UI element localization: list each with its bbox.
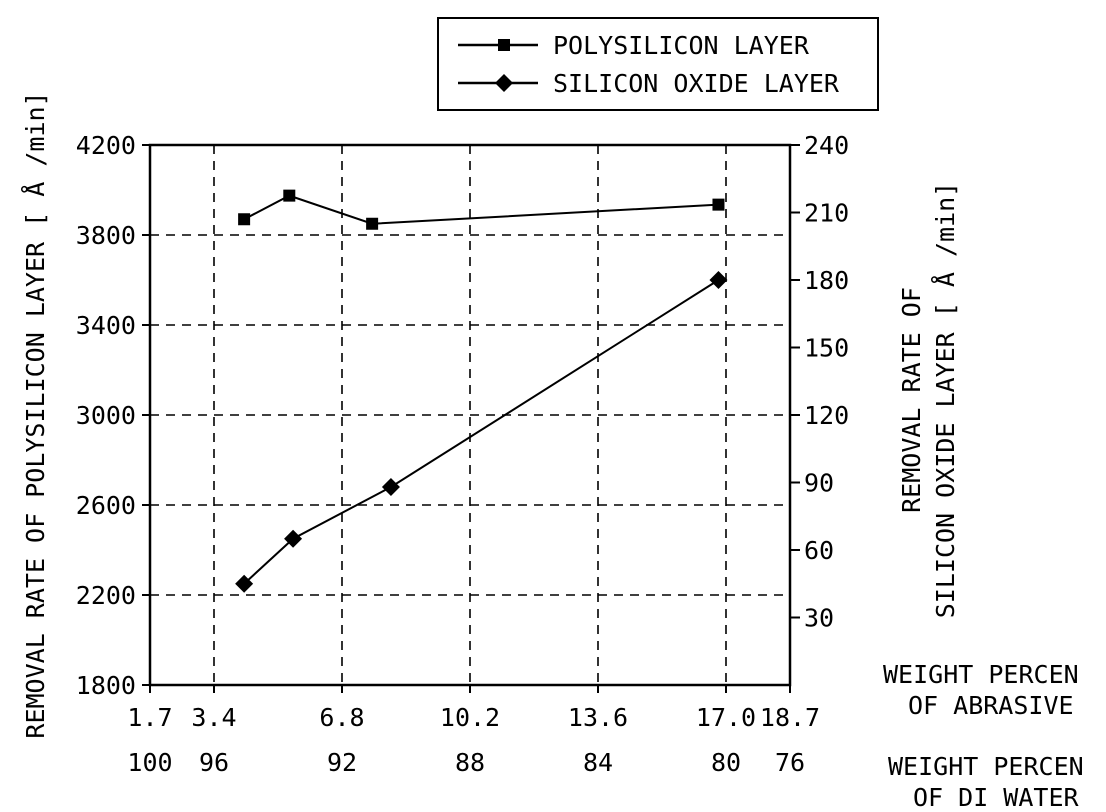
legend: POLYSILICON LAYER SILICON OXIDE LAYER <box>438 18 878 110</box>
x-primary-tick-label: 6.8 <box>319 703 364 732</box>
x-secondary-tick-label: 80 <box>711 748 741 777</box>
data-point-polysilicon <box>366 218 378 230</box>
axis-titles: REMOVAL RATE OF POLYSILICON LAYER [ Å /m… <box>21 91 1084 812</box>
y-right-tick-label: 30 <box>804 604 834 633</box>
y-left-tick-label: 2600 <box>76 491 136 520</box>
y-right-axis-title-line1: REMOVAL RATE OF <box>897 287 926 513</box>
x-secondary-axis-title-line2: OF DI WATER <box>913 783 1080 812</box>
x-secondary-tick-label: 84 <box>583 748 613 777</box>
y-right-axis-title-line2: SILICON OXIDE LAYER [ Å /min] <box>931 182 960 619</box>
y-right-tick-label: 60 <box>804 536 834 565</box>
y-left-tick-label: 1800 <box>76 671 136 700</box>
x-secondary-tick-label: 88 <box>455 748 485 777</box>
x-secondary-tick-label: 96 <box>199 748 229 777</box>
y-left-tick-label: 3400 <box>76 311 136 340</box>
y-left-tick-label: 4200 <box>76 131 136 160</box>
x-primary-tick-label: 3.4 <box>191 703 236 732</box>
data-point-polysilicon <box>283 190 295 202</box>
x-primary-tick-label: 18.7 <box>760 703 820 732</box>
x-secondary-axis-title-line1: WEIGHT PERCEN <box>888 752 1084 781</box>
data-point-polysilicon <box>712 199 724 211</box>
x-primary-axis-title-line2: OF ABRASIVE <box>908 691 1074 720</box>
y-left-axis-title: REMOVAL RATE OF POLYSILICON LAYER [ Å /m… <box>21 91 50 738</box>
x-primary-axis-title-line1: WEIGHT PERCEN <box>883 660 1079 689</box>
x-secondary-tick-label: 92 <box>327 748 357 777</box>
series-line-polysilicon <box>244 196 718 224</box>
data-point-polysilicon <box>238 213 250 225</box>
tick-layer: 1800 2200 2600 3000 3400 3800 4200 30 60 90 120 150… <box>76 131 849 777</box>
legend-label-polysilicon: POLYSILICON LAYER <box>553 31 810 60</box>
y-left-tick-label: 2200 <box>76 581 136 610</box>
x-primary-tick-label: 13.6 <box>568 703 628 732</box>
x-primary-tick-label: 1.7 <box>127 703 172 732</box>
series-layer <box>235 190 727 593</box>
x-primary-tick-label: 17.0 <box>696 703 756 732</box>
y-right-tick-label: 120 <box>804 401 849 430</box>
y-right-tick-label: 180 <box>804 266 849 295</box>
data-point-silicon-oxide <box>709 271 727 289</box>
y-left-tick-label: 3000 <box>76 401 136 430</box>
y-right-tick-label: 240 <box>804 131 849 160</box>
data-point-silicon-oxide <box>382 478 400 496</box>
y-right-tick-label: 150 <box>804 334 849 363</box>
legend-label-silicon-oxide: SILICON OXIDE LAYER <box>553 69 840 98</box>
legend-marker-polysilicon <box>498 39 510 51</box>
x-primary-tick-label: 10.2 <box>440 703 500 732</box>
x-secondary-tick-label: 100 <box>127 748 172 777</box>
x-secondary-tick-label: 76 <box>775 748 805 777</box>
y-right-tick-label: 210 <box>804 199 849 228</box>
y-right-tick-label: 90 <box>804 469 834 498</box>
grid <box>150 145 790 685</box>
y-left-tick-label: 3800 <box>76 221 136 250</box>
